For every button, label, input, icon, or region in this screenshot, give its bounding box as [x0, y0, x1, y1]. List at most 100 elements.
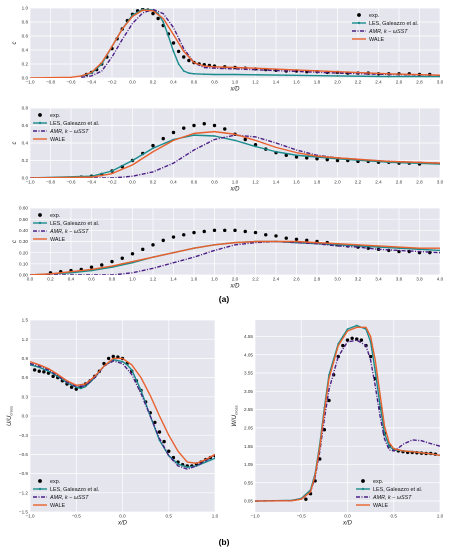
series-exp-points	[48, 228, 432, 275]
y-axis-label: c	[12, 240, 18, 243]
x-tick-label: 2.8	[416, 180, 423, 185]
y-tick-label: 0.3	[22, 394, 29, 399]
y-axis-label-main: c	[12, 42, 18, 45]
x-tick-label: −0.5	[72, 514, 82, 519]
x-tick-label: 1.0	[437, 514, 444, 519]
x-tick-label: 1.0	[232, 180, 239, 185]
x-tick-label: 4.0	[437, 277, 444, 282]
chart-a2-c-profile: −1.0 −0.8 −0.6 −0.4 −0.2 0.0 0.2 0.4 0.6 0.8 1.0 1.…	[12, 106, 444, 193]
y-tick-label: 4.55	[244, 334, 253, 339]
y-tick-label: 0.60	[19, 206, 28, 211]
x-tick-label: 3.0	[334, 277, 341, 282]
exp-point	[233, 228, 237, 233]
exp-point	[153, 420, 157, 425]
x-tick-label: −0.2	[107, 80, 117, 85]
x-tick-label: 1.6	[191, 277, 198, 282]
exp-point	[359, 338, 364, 342]
x-tick-label: 2.0	[232, 277, 239, 282]
les-marker	[121, 360, 124, 363]
exp-point	[397, 249, 401, 254]
legend: exp. LES, Galeazzo et al. AMR, k − ωSST WAL…	[356, 479, 422, 509]
x-tick-label: 0.8	[109, 277, 116, 282]
legend-entry: exp.	[369, 13, 379, 19]
figure-label-a: (a)	[219, 294, 230, 304]
x-tick-label: −1.0	[25, 80, 35, 85]
exp-point	[151, 243, 155, 247]
x-tick-label: 1.6	[293, 180, 300, 185]
x-tick-label: −0.4	[87, 80, 97, 85]
x-tick-label: −1.0	[25, 180, 35, 185]
y-tick-label: 0.10	[19, 261, 28, 266]
x-tick-label: 3.8	[416, 277, 423, 282]
les-marker	[234, 139, 236, 142]
x-tick-label: 1.6	[293, 80, 300, 85]
x-tick-label: −1.0	[25, 514, 35, 519]
exp-point	[274, 234, 278, 238]
les-marker	[204, 461, 207, 463]
y-tick-label: 0.6	[22, 123, 29, 128]
exp-point	[151, 11, 155, 16]
x-tick-label: 2.2	[355, 180, 362, 185]
exp-point	[162, 439, 166, 444]
les-marker	[172, 50, 175, 53]
y-tick-label: 0.40	[19, 228, 28, 233]
exp-point	[192, 123, 196, 128]
y-tick-label: 0.4	[22, 141, 29, 146]
x-tick-label: 1.4	[170, 277, 177, 282]
x-tick-label: 0.4	[170, 180, 177, 185]
series-wale-line	[30, 9, 440, 78]
x-tick-label: 1.0	[212, 514, 219, 519]
y-tick-label: 0.55	[244, 480, 253, 485]
exp-point	[161, 136, 165, 141]
exp-point	[42, 370, 46, 374]
legend-entry: AMR, k − ωSST	[368, 29, 408, 35]
les-marker	[152, 147, 154, 150]
exp-point	[74, 387, 78, 391]
x-axis-label: x/D	[230, 284, 241, 290]
series-layer	[30, 8, 440, 78]
y-axis-label-subscript: cross	[234, 405, 239, 415]
y-axis-label-main: W/U	[232, 414, 238, 426]
y-tick-label: 0.05	[244, 499, 253, 504]
x-tick-label: −0.8	[46, 80, 56, 85]
exp-point	[106, 356, 111, 361]
x-tick-label: −0.8	[46, 180, 56, 185]
x-tick-label: 0.2	[150, 180, 157, 185]
series-layer	[30, 354, 215, 470]
x-tick-label: 2.6	[396, 180, 403, 185]
y-tick-label: 0.6	[22, 375, 29, 380]
y-tick-label: −1.5	[19, 510, 29, 515]
exp-point	[51, 374, 55, 379]
x-tick-label: 3.4	[375, 277, 382, 282]
les-marker	[203, 73, 206, 76]
x-tick-label: 2.4	[375, 180, 382, 185]
x-axis-label: x/D	[230, 87, 241, 93]
exp-point	[192, 230, 196, 235]
x-tick-label: 1.0	[129, 277, 136, 282]
exp-point	[202, 229, 206, 234]
x-tick-label: −0.2	[107, 180, 117, 185]
les-marker	[355, 324, 358, 327]
x-tick-label: −0.6	[66, 180, 76, 185]
y-tick-label: 0.30	[19, 239, 28, 244]
legend-swatch-les-marker	[38, 121, 42, 125]
x-tick-label: 1.8	[314, 180, 321, 185]
exp-point	[366, 246, 370, 250]
x-tick-label: 0.6	[191, 80, 198, 85]
legend: exp. LES, Galeazzo et al. AMR, k − ωSST WAL…	[33, 113, 99, 143]
series-amr-line	[255, 339, 440, 502]
les-marker	[295, 154, 298, 157]
series-layer	[30, 122, 440, 178]
exp-point	[223, 228, 227, 233]
y-axis-label-main: c	[12, 142, 18, 145]
les-marker	[388, 445, 391, 448]
exp-point	[355, 337, 359, 341]
x-tick-label: 0.0	[129, 80, 136, 85]
exp-point	[212, 123, 217, 128]
x-tick-label: 1.0	[232, 80, 239, 85]
y-tick-label: 4.05	[244, 352, 253, 357]
exp-point	[341, 343, 345, 348]
legend-swatch-exp	[357, 13, 361, 17]
series-layer	[30, 228, 440, 275]
x-tick-label: −1.0	[250, 514, 260, 519]
